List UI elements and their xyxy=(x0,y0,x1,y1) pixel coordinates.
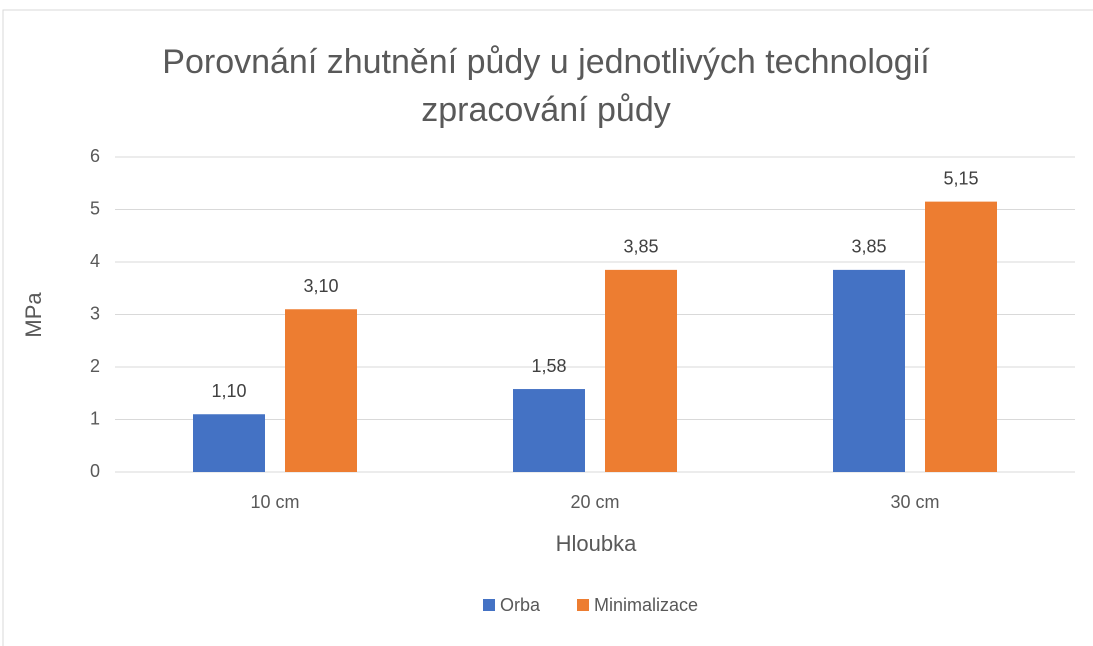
legend-swatch xyxy=(577,599,589,611)
y-axis-title: MPa xyxy=(21,292,46,338)
bar xyxy=(605,269,677,472)
legend-swatch xyxy=(483,599,495,611)
y-tick-label: 5 xyxy=(90,198,100,218)
value-label: 3,85 xyxy=(851,237,886,257)
legend-label: Orba xyxy=(500,595,541,615)
bar xyxy=(833,269,905,472)
y-tick-label: 0 xyxy=(90,461,100,481)
x-tick-label: 30 cm xyxy=(890,492,939,512)
y-tick-label: 1 xyxy=(90,408,100,428)
legend-label: Minimalizace xyxy=(594,595,698,615)
x-axis-title: Hloubka xyxy=(556,531,637,556)
value-label: 5,15 xyxy=(943,168,978,188)
y-tick-label: 4 xyxy=(90,251,100,271)
bar xyxy=(925,201,997,472)
chart-title: Porovnání zhutnění půdy u jednotlivých t… xyxy=(162,43,930,129)
value-label: 1,10 xyxy=(211,381,246,401)
x-tick-label: 20 cm xyxy=(570,492,619,512)
bar xyxy=(193,414,265,472)
y-tick-label: 3 xyxy=(90,303,100,323)
bar xyxy=(285,309,357,472)
value-label: 3,85 xyxy=(623,237,658,257)
bar xyxy=(513,389,585,472)
chart-frame xyxy=(2,9,1093,646)
y-tick-label: 6 xyxy=(90,146,100,166)
x-tick-label: 10 cm xyxy=(250,492,299,512)
value-label: 1,58 xyxy=(531,356,566,376)
value-label: 3,10 xyxy=(303,276,338,296)
y-tick-label: 2 xyxy=(90,356,100,376)
